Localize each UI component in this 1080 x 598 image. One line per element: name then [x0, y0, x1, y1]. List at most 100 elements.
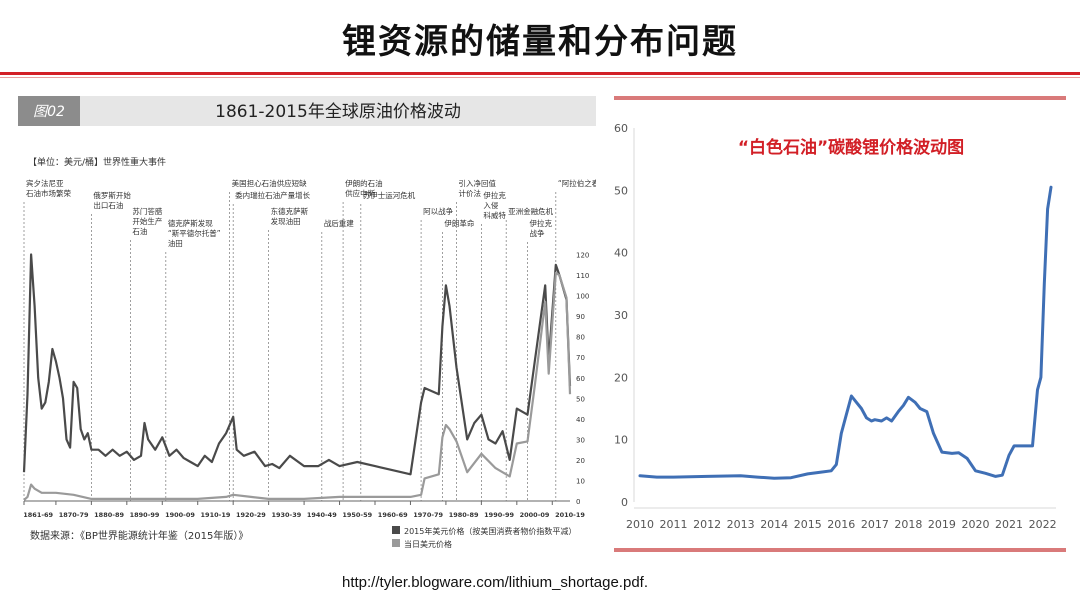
y-tick-label: 0 — [621, 496, 628, 509]
x-tick-label: 1900-09 — [165, 511, 195, 519]
y-tick-label: 100 — [576, 293, 589, 301]
y-tick-label: 110 — [576, 272, 589, 280]
y-tick-label: 80 — [576, 334, 585, 342]
event-label: 亚洲金融危机 — [508, 206, 553, 216]
event-label: 伊朗的石油 — [345, 178, 383, 188]
event-label: 开始生产 — [132, 216, 162, 226]
event-label: 战争 — [529, 228, 544, 238]
legend-label-nominal: 当日美元价格 — [404, 539, 452, 549]
x-tick-label: 2014 — [760, 518, 788, 531]
x-tick-label: 1990-99 — [484, 511, 514, 519]
y-tick-label: 30 — [614, 309, 628, 322]
oil-price-nominal-line — [23, 271, 572, 501]
y-tick-label: 50 — [614, 184, 628, 197]
page-title: 锂资源的储量和分布问题 — [342, 22, 738, 62]
x-tick-label: 1940-49 — [307, 511, 337, 519]
oil-chart-legend: 2015年美元价格（按美国消费者物价指数平减） 当日美元价格 — [392, 526, 576, 549]
figure-tag-box — [18, 96, 80, 126]
x-tick-label: 2018 — [894, 518, 922, 531]
event-label: 科威特 — [483, 210, 506, 220]
y-tick-label: 0 — [576, 498, 580, 506]
event-label: 油田 — [168, 238, 183, 248]
title-divider-shadow — [0, 77, 1080, 78]
lithium-price-chart: “白色石油”碳酸锂价格波动图 0 10 20 30 40 50 60 2010 2011 2012… — [614, 96, 1066, 552]
event-label: “斯平德尔托普” — [168, 228, 221, 238]
y-tick-label: 30 — [576, 436, 585, 444]
y-tick-label: 10 — [576, 477, 585, 485]
x-tick-label: 2011 — [660, 518, 688, 531]
y-tick-label: 40 — [614, 247, 628, 260]
y-tick-label: 20 — [614, 371, 628, 384]
x-tick-label: 1930-39 — [271, 511, 301, 519]
event-label: 阿以战争 — [423, 206, 453, 216]
event-label: 宾夕法尼亚 — [26, 178, 64, 188]
y-tick-label: 90 — [576, 313, 585, 321]
x-tick-label: 1950-59 — [342, 511, 372, 519]
y-tick-label: 10 — [614, 434, 628, 447]
event-label: 出口石油 — [93, 200, 123, 210]
lithium-price-chart-panel: “白色石油”碳酸锂价格波动图 0 10 20 30 40 50 60 2010 2011 2012… — [614, 96, 1066, 552]
event-label: 美国担心石油供应短缺 — [232, 178, 307, 188]
event-label: 伊拉克 — [529, 218, 552, 228]
legend-label-deflated: 2015年美元价格（按美国消费者物价指数平减） — [404, 526, 576, 536]
x-tick-label: 1861-69 — [23, 511, 53, 519]
x-tick-label: 1970-79 — [413, 511, 443, 519]
oil-price-chart: 图02 1861-2015年全球原油价格波动 【单位：美元/桶】世界性重大事件 … — [18, 96, 603, 549]
chart-top-border — [614, 96, 1066, 100]
oil-chart-series — [22, 253, 572, 501]
event-label: 入侵 — [483, 200, 498, 210]
event-label: 发现油田 — [271, 216, 301, 226]
event-label: 石油市场繁荣 — [26, 188, 71, 198]
event-label: “阿拉伯之春” — [558, 178, 596, 188]
oil-chart-title: 1861-2015年全球原油价格波动 — [215, 102, 461, 122]
x-tick-label: 2019 — [928, 518, 956, 531]
y-tick-label: 70 — [576, 354, 585, 362]
title-divider — [0, 72, 1080, 75]
x-tick-label: 1870-79 — [59, 511, 89, 519]
oil-price-chart-panel: 图02 1861-2015年全球原油价格波动 【单位：美元/桶】世界性重大事件 … — [18, 96, 603, 556]
y-tick-label: 120 — [576, 252, 589, 260]
figure-tag: 图02 — [33, 104, 65, 120]
y-tick-label: 60 — [614, 122, 628, 135]
oil-price-deflated-line — [22, 253, 572, 476]
y-tick-label: 40 — [576, 416, 585, 424]
lithium-chart-axes: 0 10 20 30 40 50 60 2010 2011 2012 2013 2014 2015 201… — [614, 122, 1057, 531]
x-tick-label: 2022 — [1029, 518, 1057, 531]
x-tick-label: 1980-89 — [449, 511, 479, 519]
event-label: 伊拉克 — [483, 190, 506, 200]
y-tick-label: 50 — [576, 395, 585, 403]
x-tick-label: 2016 — [827, 518, 855, 531]
event-label: 战后重建 — [324, 218, 354, 228]
legend-swatch-deflated — [392, 526, 400, 534]
source-url: http://tyler.blogware.com/lithium_shorta… — [342, 574, 648, 591]
chart-header-band — [18, 96, 596, 126]
x-tick-label: 2010-19 — [555, 511, 585, 519]
lithium-chart-series — [638, 185, 1053, 480]
oil-chart-axes: 0 10 20 30 40 50 60 70 80 90 100 110 120 1861-69 1870-… — [23, 252, 589, 519]
x-tick-label: 2020 — [961, 518, 989, 531]
event-label: 供应中断 — [345, 188, 375, 198]
event-label: 德克萨斯发现 — [168, 218, 213, 228]
x-tick-label: 1880-89 — [94, 511, 124, 519]
event-label: 委内瑞拉石油产量增长 — [235, 190, 310, 200]
lithium-chart-title: “白色石油”碳酸锂价格波动图 — [738, 137, 964, 158]
x-tick-label: 1960-69 — [378, 511, 408, 519]
event-label: 东德克萨斯 — [271, 206, 309, 216]
oil-chart-unit-label: 【单位：美元/桶】世界性重大事件 — [28, 156, 166, 168]
x-tick-label: 2017 — [861, 518, 889, 531]
event-label: 苏伊士运河危机 — [363, 190, 416, 200]
lithium-price-line — [638, 185, 1053, 480]
y-tick-label: 20 — [576, 457, 585, 465]
x-tick-label: 1910-19 — [201, 511, 231, 519]
x-tick-label: 1890-99 — [130, 511, 160, 519]
x-tick-label: 2015 — [794, 518, 822, 531]
x-tick-label: 1920-29 — [236, 511, 266, 519]
x-tick-label: 2010 — [626, 518, 654, 531]
x-tick-label: 2021 — [995, 518, 1023, 531]
x-tick-label: 2013 — [727, 518, 755, 531]
event-label: 石油 — [132, 226, 147, 236]
event-label: 引入净回值 — [459, 178, 497, 188]
oil-chart-source-note: 数据来源：《BP世界能源统计年鉴（2015年版）》 — [30, 529, 248, 542]
chart-bottom-border — [614, 548, 1066, 552]
